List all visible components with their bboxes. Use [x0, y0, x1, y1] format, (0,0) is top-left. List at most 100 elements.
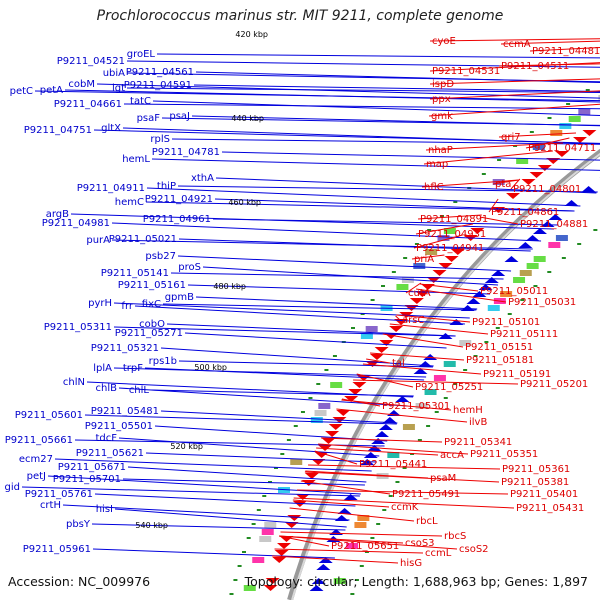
gene-label-P9211_05661: P9211_05661 — [5, 435, 73, 446]
leader-line-left — [177, 255, 512, 272]
leader-line-right — [274, 548, 424, 554]
leader-line-left — [215, 177, 597, 194]
gene-label-purA: purA — [86, 235, 110, 246]
forward-gene-arrow — [413, 368, 428, 374]
gene-label-gid: gid — [5, 482, 20, 493]
gene-label-gmk: gmk — [431, 111, 453, 122]
cog-box-inner — [354, 522, 367, 528]
gene-label-lplA: lplA — [93, 363, 112, 374]
gene-label-map: map — [426, 159, 448, 170]
gene-label-P9211_05181: P9211_05181 — [466, 355, 534, 366]
leader-line-left — [94, 493, 356, 507]
forward-gene-arrow — [343, 494, 358, 500]
gene-label-P9211_04521: P9211_04521 — [57, 56, 125, 67]
backbone-highlight — [291, 152, 600, 600]
leader-line-right — [405, 282, 422, 294]
leader-line-right — [429, 38, 600, 42]
cog-box-outer — [360, 333, 373, 339]
gene-label-ccmK: ccmK — [391, 502, 419, 513]
cog-box-inner — [487, 305, 500, 311]
leader-line-left — [47, 475, 361, 495]
reverse-gene-arrow — [284, 522, 299, 528]
gene-label-rps1b: rps1b — [149, 356, 177, 367]
cog-box-inner — [402, 424, 415, 430]
leader-line-left — [111, 222, 542, 242]
gene-label-cobO: cobO — [139, 319, 165, 330]
leader-line-right — [369, 352, 465, 361]
tick-label-420kbp: 420 kbp — [235, 30, 268, 39]
gene-label-P9211_05151: P9211_05151 — [465, 342, 533, 353]
gene-label-P9211_05341: P9211_05341 — [444, 437, 512, 448]
gene-label-P9211_04941: P9211_04941 — [416, 243, 484, 254]
leader-line-right — [510, 178, 521, 190]
reverse-gene-arrow — [537, 165, 552, 171]
gene-label-P9211_04561: P9211_04561 — [126, 67, 194, 78]
reverse-gene-arrow — [311, 459, 326, 465]
forward-gene-arrow — [466, 298, 481, 304]
gene-label-proS: proS — [178, 262, 201, 273]
leader-line-left — [113, 367, 427, 378]
cog-box-inner — [519, 270, 532, 276]
leader-line-left — [156, 53, 600, 59]
leader-line-left — [113, 302, 470, 319]
forward-gene-arrow — [316, 564, 331, 570]
label-leader-lines — [21, 38, 600, 564]
leader-line-left — [118, 387, 408, 407]
gene-label-P9211_04891: P9211_04891 — [420, 214, 488, 225]
cog-box-inner — [500, 291, 513, 297]
gene-label-qri7: qri7 — [501, 132, 521, 143]
leader-line-left — [96, 83, 600, 99]
gene-label-ilvB: ilvB — [469, 417, 487, 428]
leader-line-right — [362, 363, 482, 375]
cog-box-outer — [314, 410, 327, 416]
gene-label-csoS3: csoS3 — [405, 538, 435, 549]
leader-line-right — [300, 480, 391, 495]
gene-label-petJ: petJ — [27, 471, 46, 482]
leader-line-right — [417, 214, 482, 220]
leader-line-left — [70, 213, 554, 230]
reverse-gene-arrow — [348, 389, 363, 395]
gene-label-P9211_05481: P9211_05481 — [91, 406, 159, 417]
gene-label-arsC: arsC — [402, 315, 424, 326]
forward-gene-arrow — [581, 186, 596, 192]
gene-label-P9211_04751: P9211_04751 — [24, 125, 92, 136]
leader-line-left — [151, 158, 600, 171]
forward-gene-arrow — [478, 284, 493, 290]
cog-box-inner — [346, 543, 359, 549]
leader-line-left — [195, 71, 600, 84]
leader-line-right — [413, 234, 463, 249]
gene-label-hisI: hisI — [96, 504, 113, 515]
leader-line-right — [411, 254, 445, 260]
leader-line-right — [488, 198, 499, 213]
reverse-gene-arrow — [321, 438, 336, 444]
leader-line-right — [279, 535, 458, 550]
accession-text: Accession: NC_009976 — [8, 574, 151, 589]
forward-gene-arrow — [504, 256, 519, 262]
reverse-gene-arrow — [529, 172, 544, 178]
leader-line-right — [382, 333, 464, 348]
gene-label-psaF: psaF — [137, 113, 161, 124]
leader-line-left — [118, 437, 380, 457]
gene-label-hemH: hemH — [453, 405, 483, 416]
gene-label-P9211_05201: P9211_05201 — [520, 379, 588, 390]
leader-line-left — [144, 367, 425, 381]
kbp-tick-labels: 420 kbp 440 kbp 460 kbp 480 kbp 500 kbp … — [135, 30, 268, 530]
cog-box-inner — [513, 277, 526, 283]
cog-box-outer — [550, 130, 563, 136]
gene-label-rbcL: rbcL — [416, 516, 438, 527]
gene-label-hflC: hflC — [424, 182, 444, 193]
cog-box-outer — [532, 144, 545, 150]
leader-line-right — [420, 283, 479, 292]
reverse-gene-arrow — [438, 263, 453, 269]
forward-gene-arrow — [318, 557, 333, 563]
leader-line-right — [498, 63, 600, 67]
cog-box-outer — [396, 284, 409, 290]
leader-line-right — [318, 443, 469, 455]
gene-label-P9211_05191: P9211_05191 — [483, 369, 551, 380]
leader-line-right — [353, 379, 519, 385]
gene-label-ccmL: ccmL — [425, 548, 452, 559]
forward-gene-arrow — [395, 396, 410, 402]
forward-gene-arrow — [540, 221, 555, 227]
leader-line-right — [500, 40, 600, 45]
forward-gene-arrow — [484, 277, 499, 283]
